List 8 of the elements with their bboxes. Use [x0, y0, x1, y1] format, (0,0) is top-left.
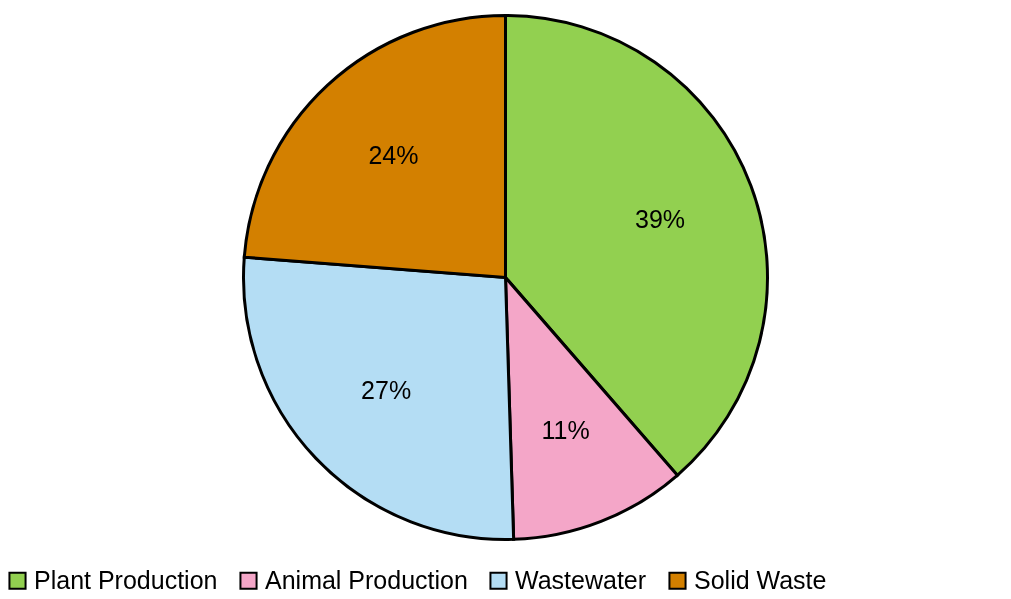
legend-label: Animal Production — [265, 565, 468, 594]
data-label: 24% — [368, 141, 419, 170]
legend-label: Solid Waste — [694, 565, 827, 594]
data-label: 11% — [541, 416, 590, 445]
data-label: 39% — [635, 204, 686, 233]
legend-label: Plant Production — [34, 565, 218, 594]
data-label: 27% — [361, 376, 412, 405]
legend-label: Wastewater — [515, 565, 647, 594]
